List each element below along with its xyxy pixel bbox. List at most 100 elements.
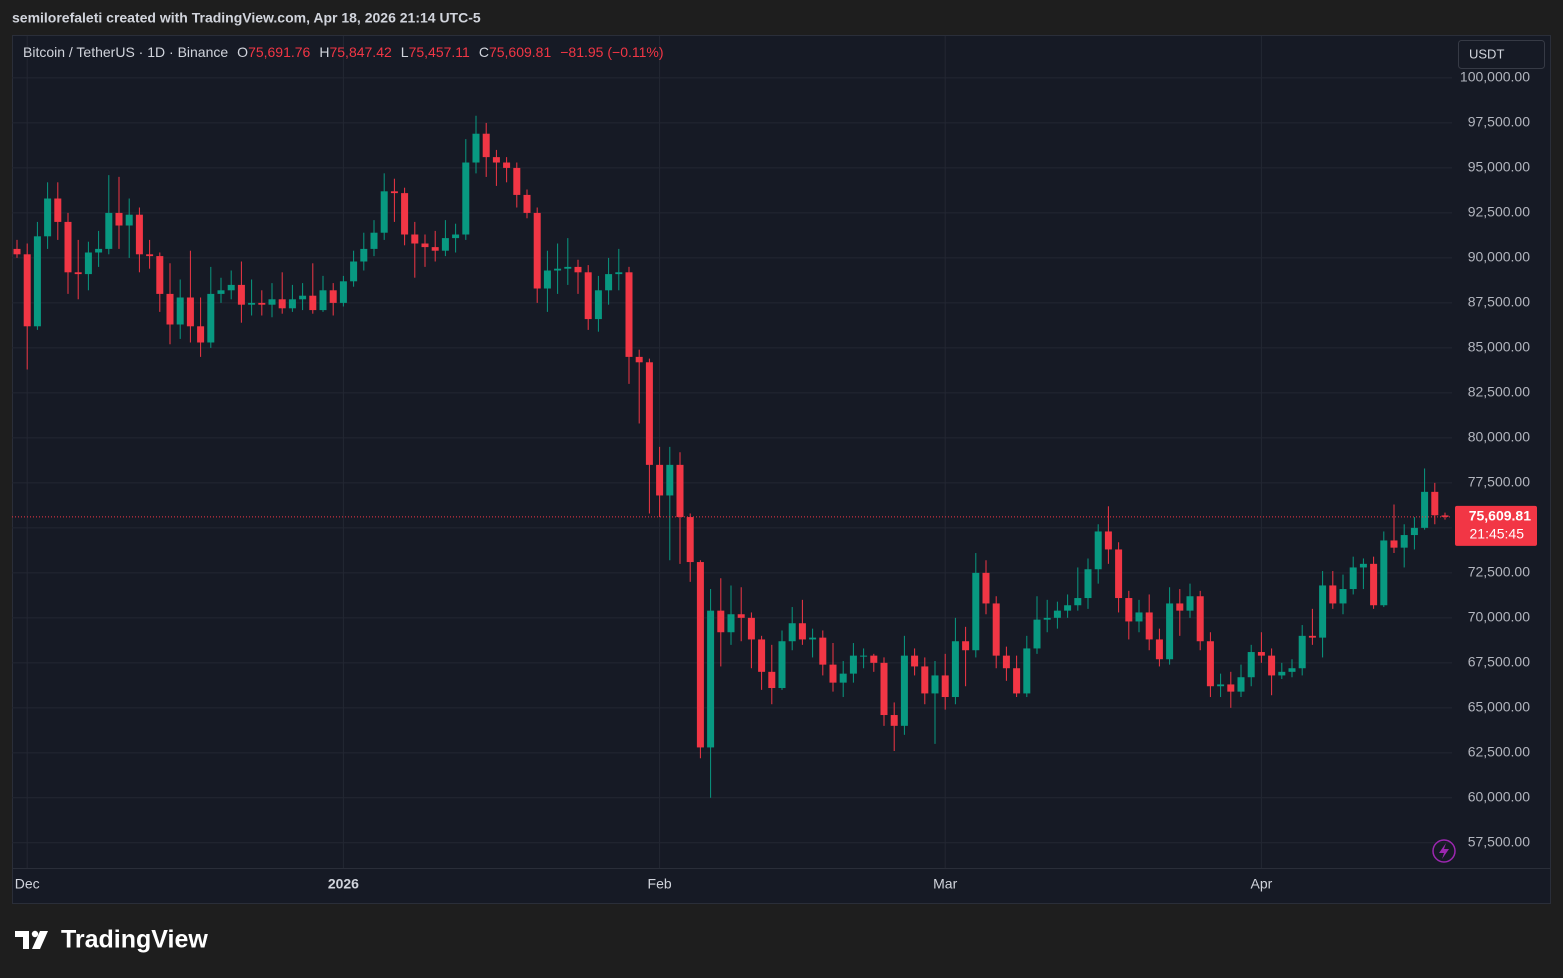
candle-body xyxy=(258,302,266,305)
y-tick-label: 87,500.00 xyxy=(1468,294,1530,310)
candle-body xyxy=(860,655,868,657)
candle-body xyxy=(23,254,31,327)
candle-body xyxy=(584,272,592,320)
candle-body xyxy=(156,256,164,294)
candle-body xyxy=(105,212,113,249)
brand: TradingView xyxy=(61,926,208,954)
candle-body xyxy=(1115,549,1123,599)
change: −81.95 (−0.11%) xyxy=(560,44,664,60)
candle-body xyxy=(605,274,613,291)
brand-logo xyxy=(15,930,48,949)
candle-body xyxy=(197,326,205,343)
candle-body xyxy=(1064,605,1072,611)
candle-body xyxy=(1400,535,1408,548)
candle-body xyxy=(299,295,307,300)
candle-body xyxy=(982,572,990,604)
candle-body xyxy=(1421,491,1429,528)
candle-body xyxy=(1206,641,1214,687)
candle-body xyxy=(472,133,480,163)
logo-part xyxy=(32,931,48,949)
candle-body xyxy=(268,299,276,305)
candle-body xyxy=(1002,655,1010,669)
candle-body xyxy=(1298,635,1306,669)
y-tick-label: 90,000.00 xyxy=(1468,249,1530,265)
y-tick-label: 60,000.00 xyxy=(1468,789,1530,805)
candle-body xyxy=(1431,491,1439,516)
candle-body xyxy=(1125,598,1133,622)
candle-body xyxy=(1268,655,1276,676)
candle-body xyxy=(125,214,133,226)
candle-body xyxy=(554,268,562,271)
candle-body xyxy=(1359,563,1367,568)
candle-body xyxy=(717,610,725,633)
candle-body xyxy=(1135,612,1143,622)
y-tick-label: 95,000.00 xyxy=(1468,159,1530,175)
candle-body xyxy=(911,655,919,667)
candle-body xyxy=(962,641,970,651)
candle-body xyxy=(798,623,806,640)
ohlc-key: C xyxy=(478,44,489,60)
y-tick-label: 67,500.00 xyxy=(1468,654,1530,670)
candle-body xyxy=(1094,531,1102,570)
candle-body xyxy=(462,162,470,235)
candle-body xyxy=(64,221,72,273)
candle-body xyxy=(1217,684,1225,687)
candle-body xyxy=(411,234,419,244)
candle-body xyxy=(645,362,653,465)
y-tick-label: 62,500.00 xyxy=(1468,744,1530,760)
candle-body xyxy=(1349,567,1357,590)
candle-body xyxy=(54,198,62,222)
candle-body xyxy=(1043,617,1051,620)
ohlc-value: 75,847.42 xyxy=(329,44,392,60)
candle-body xyxy=(707,610,715,748)
currency-button[interactable] xyxy=(1458,40,1545,69)
candle-body xyxy=(176,297,184,325)
ohlc: O75,691.76 H75,847.42 L75,457.11 C75,609.81 xyxy=(228,44,551,60)
candle-body xyxy=(207,293,215,343)
candle-body xyxy=(533,212,541,289)
candle-body xyxy=(360,248,368,262)
y-tick-label: 65,000.00 xyxy=(1468,699,1530,715)
candle-body xyxy=(1084,569,1092,599)
candle-body xyxy=(890,715,898,726)
candle-body xyxy=(1176,603,1184,611)
candle-body xyxy=(237,284,245,305)
candle-body xyxy=(370,232,378,249)
legend: Bitcoin / TetherUS · 1D · Binance O75,691… xyxy=(23,44,664,60)
candle-body xyxy=(33,236,41,327)
chart-panel xyxy=(12,35,1551,904)
candle-body xyxy=(574,266,582,273)
candle-body xyxy=(839,673,847,683)
currency[interactable]: USDT xyxy=(1469,46,1504,61)
y-tick-label: 85,000.00 xyxy=(1468,339,1530,355)
candle-body xyxy=(992,603,1000,656)
candle-body xyxy=(635,356,643,363)
candle-body xyxy=(900,655,908,726)
candle-body xyxy=(543,270,551,289)
y-tick-label: 70,000.00 xyxy=(1468,609,1530,625)
candle-body xyxy=(492,157,500,163)
candle-body xyxy=(503,162,511,168)
candle-body xyxy=(1033,619,1041,649)
candle-body xyxy=(1186,596,1194,611)
candle-body xyxy=(676,464,684,518)
axis: 100,000.00 97,500.00 95,000.00 92,500.00 90,… xyxy=(15,69,1537,892)
y-tick-label: 97,500.00 xyxy=(1468,114,1530,130)
candle-body xyxy=(1145,612,1153,640)
candle-body xyxy=(84,252,92,275)
y-tick-label: 72,500.00 xyxy=(1468,564,1530,580)
y-tick-label: 80,000.00 xyxy=(1468,429,1530,445)
candle-body xyxy=(1227,684,1235,692)
candle-body xyxy=(849,655,857,674)
candle-body xyxy=(1166,603,1174,660)
candle-body xyxy=(74,272,82,275)
ohlc-value: 75,457.11 xyxy=(408,44,470,60)
logo-part xyxy=(31,930,39,938)
alert-icon[interactable] xyxy=(1432,839,1456,863)
caption: semilorefaleti created with TradingView.… xyxy=(12,10,481,26)
ohlc-key: L xyxy=(400,44,409,60)
candle-body xyxy=(288,299,296,309)
candle-body xyxy=(1339,589,1347,604)
candle-body xyxy=(972,572,980,651)
